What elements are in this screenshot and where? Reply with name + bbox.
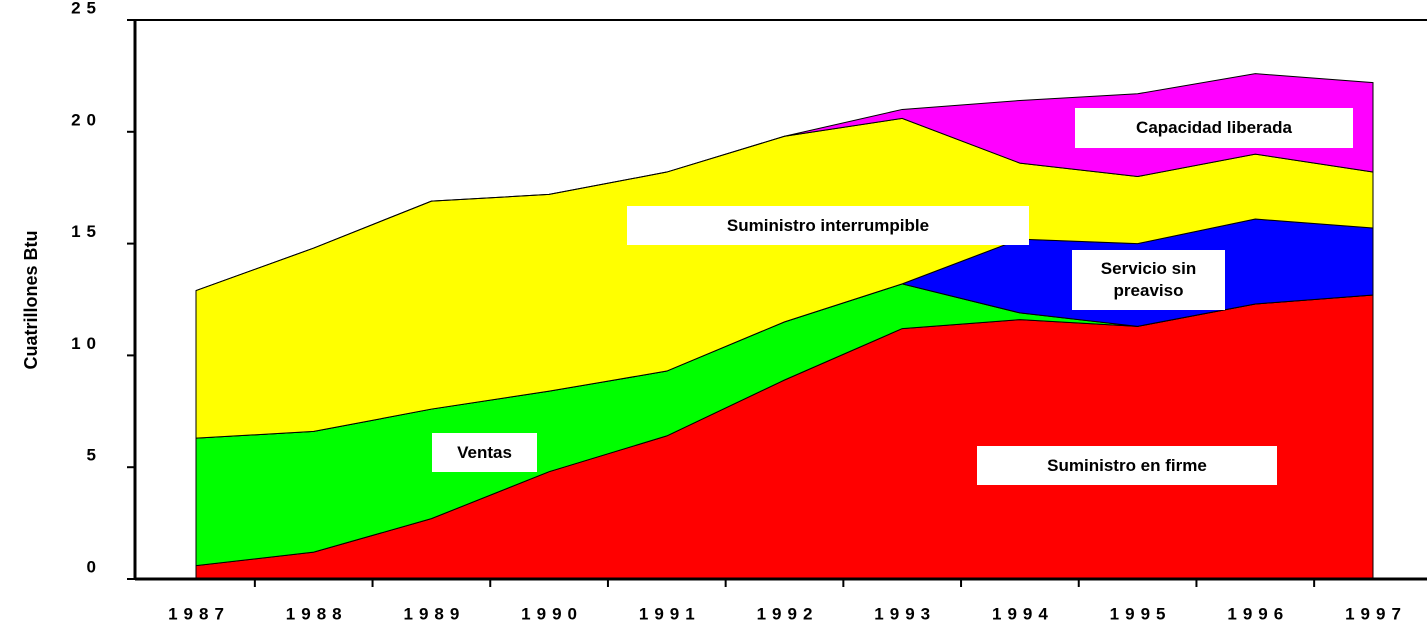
y-tick-label: 15 bbox=[71, 222, 102, 241]
series-label: Servicio sin preaviso bbox=[1072, 250, 1225, 310]
series-label: Ventas bbox=[432, 433, 537, 472]
y-tick-label: 20 bbox=[71, 110, 102, 129]
series-label: Suministro en firme bbox=[977, 446, 1277, 485]
x-tick-label: 1988 bbox=[286, 604, 348, 623]
x-tick-label: 1994 bbox=[992, 604, 1054, 623]
x-tick-label: 1991 bbox=[639, 604, 701, 623]
y-tick-label: 10 bbox=[71, 334, 102, 353]
y-tick-label: 25 bbox=[71, 0, 102, 17]
x-tick-label: 1997 bbox=[1345, 604, 1407, 623]
x-tick-label: 1995 bbox=[1110, 604, 1172, 623]
y-axis-label: Cuatrillones Btu bbox=[21, 230, 41, 369]
series-label: Suministro interrumpible bbox=[627, 206, 1029, 245]
x-tick-label: 1992 bbox=[757, 604, 819, 623]
series-label: Capacidad liberada bbox=[1075, 108, 1353, 148]
x-tick-label: 1993 bbox=[874, 604, 936, 623]
x-tick-label: 1990 bbox=[521, 604, 583, 623]
y-tick-label: 5 bbox=[87, 446, 102, 465]
x-tick-label: 1987 bbox=[168, 604, 230, 623]
x-tick-label: 1989 bbox=[403, 604, 465, 623]
y-tick-label: 0 bbox=[87, 557, 102, 576]
x-tick-label: 1996 bbox=[1227, 604, 1289, 623]
